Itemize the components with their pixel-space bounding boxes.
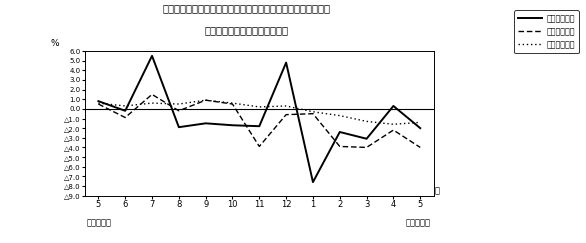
Legend: 現金給与総額, 総実労偉時間, 常用雇用指数: 現金給与総額, 総実労偉時間, 常用雇用指数	[515, 10, 579, 53]
Text: （規横５人以上　調査産業計）: （規横５人以上 調査産業計）	[204, 26, 288, 35]
Text: %: %	[50, 39, 59, 48]
Text: 月: 月	[435, 186, 440, 195]
Text: 平成２０年: 平成２０年	[87, 219, 112, 228]
Text: 第４図　　賌金、労偉時間、常用雇用指数対前年同月比の推移: 第４図 賌金、労偉時間、常用雇用指数対前年同月比の推移	[162, 4, 330, 14]
Text: 平成２１年: 平成２１年	[406, 219, 431, 228]
